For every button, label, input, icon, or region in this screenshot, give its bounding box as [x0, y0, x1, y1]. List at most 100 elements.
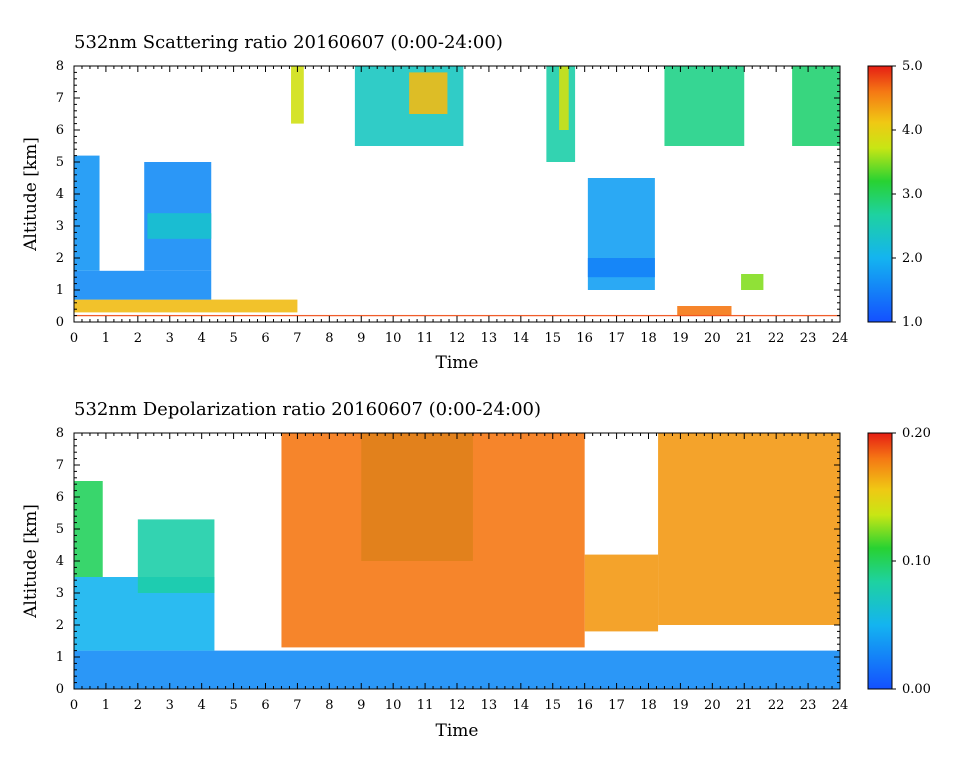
x-tick-label: 3 — [166, 698, 174, 713]
x-tick-label: 21 — [736, 698, 753, 713]
x-axis-label: Time — [436, 353, 479, 373]
x-axis-label: Time — [436, 721, 479, 741]
colorbar-tick-label: 5.0 — [902, 59, 923, 74]
y-tick-label: 5 — [56, 522, 64, 537]
heatmap-layer — [74, 66, 840, 317]
heatmap-cell — [658, 433, 840, 625]
x-tick-label: 23 — [800, 331, 817, 346]
x-tick-label: 22 — [768, 331, 785, 346]
y-tick-label: 8 — [56, 426, 64, 441]
heatmap-cell — [664, 66, 745, 146]
x-tick-label: 14 — [513, 331, 530, 346]
x-tick-label: 2 — [134, 331, 142, 346]
heatmap-cell — [147, 213, 212, 239]
x-tick-label: 14 — [513, 698, 530, 713]
x-tick-label: 9 — [357, 331, 365, 346]
heatmap-cell — [792, 66, 840, 146]
y-tick-label: 2 — [56, 618, 64, 633]
y-tick-label: 0 — [56, 682, 64, 697]
x-tick-label: 22 — [768, 698, 785, 713]
x-tick-label: 1 — [102, 698, 110, 713]
x-tick-label: 5 — [229, 331, 237, 346]
y-tick-label: 2 — [56, 251, 64, 266]
y-tick-label: 0 — [56, 315, 64, 330]
colorbar-tick-label: 3.0 — [902, 187, 923, 202]
y-axis-label: Altitude [km] — [21, 504, 41, 619]
heatmap-cell — [74, 270, 212, 300]
x-tick-label: 13 — [481, 331, 498, 346]
x-tick-label: 15 — [544, 698, 561, 713]
colorbar-tick-label: 0.00 — [902, 682, 931, 697]
x-tick-label: 17 — [608, 331, 625, 346]
x-tick-label: 18 — [640, 698, 657, 713]
x-tick-label: 20 — [704, 331, 721, 346]
y-tick-label: 3 — [56, 219, 64, 234]
x-tick-label: 11 — [417, 698, 434, 713]
x-tick-label: 1 — [102, 331, 110, 346]
x-tick-label: 10 — [385, 698, 402, 713]
x-tick-label: 19 — [672, 698, 689, 713]
heatmap-cell — [74, 155, 100, 271]
scattering-ratio-panel: 532nm Scattering ratio 20160607 (0:00-24… — [21, 32, 923, 373]
x-tick-label: 18 — [640, 331, 657, 346]
colorbar-tick-label: 0.10 — [902, 554, 931, 569]
x-tick-label: 12 — [449, 698, 466, 713]
heatmap-cell — [137, 519, 215, 593]
heatmap-cell — [74, 650, 840, 689]
x-tick-label: 10 — [385, 331, 402, 346]
heatmap-cell — [587, 258, 655, 278]
heatmap-cell — [409, 72, 448, 114]
x-tick-label: 5 — [229, 698, 237, 713]
y-tick-label: 5 — [56, 155, 64, 170]
x-tick-label: 3 — [166, 331, 174, 346]
y-tick-label: 6 — [56, 123, 64, 138]
chart-title: 532nm Scattering ratio 20160607 (0:00-24… — [74, 32, 503, 53]
chart-title: 532nm Depolarization ratio 20160607 (0:0… — [74, 399, 541, 420]
x-tick-label: 8 — [325, 331, 333, 346]
x-tick-label: 13 — [481, 698, 498, 713]
x-tick-label: 2 — [134, 698, 142, 713]
x-tick-label: 16 — [576, 331, 593, 346]
heatmap-cell — [74, 314, 840, 317]
x-tick-label: 23 — [800, 698, 817, 713]
x-tick-label: 21 — [736, 331, 753, 346]
x-tick-label: 24 — [832, 698, 849, 713]
x-tick-label: 11 — [417, 331, 434, 346]
x-tick-label: 6 — [261, 331, 269, 346]
y-tick-label: 4 — [56, 554, 64, 569]
x-tick-label: 15 — [544, 331, 561, 346]
x-tick-label: 19 — [672, 331, 689, 346]
x-tick-label: 24 — [832, 331, 849, 346]
x-tick-label: 17 — [608, 698, 625, 713]
depolarization-ratio-panel: 532nm Depolarization ratio 20160607 (0:0… — [21, 399, 931, 741]
heatmap-cell — [291, 66, 304, 124]
x-tick-label: 7 — [293, 331, 301, 346]
x-tick-label: 4 — [198, 698, 206, 713]
heatmap-cell — [281, 433, 585, 648]
x-tick-label: 20 — [704, 698, 721, 713]
y-tick-label: 8 — [56, 59, 64, 74]
x-tick-label: 16 — [576, 698, 593, 713]
y-tick-label: 4 — [56, 187, 64, 202]
x-tick-label: 12 — [449, 331, 466, 346]
colorbar-tick-label: 2.0 — [902, 251, 923, 266]
colorbar — [867, 65, 893, 323]
x-tick-label: 9 — [357, 698, 365, 713]
colorbar-tick-label: 1.0 — [902, 315, 923, 330]
heatmap-cell — [584, 554, 659, 632]
heatmap-cell — [677, 306, 732, 316]
heatmap-cell — [741, 274, 764, 290]
y-tick-label: 6 — [56, 490, 64, 505]
colorbar-tick-label: 4.0 — [902, 123, 923, 138]
x-tick-label: 6 — [261, 698, 269, 713]
x-tick-label: 0 — [70, 698, 78, 713]
y-tick-label: 1 — [56, 283, 64, 298]
y-axis-label: Altitude [km] — [21, 137, 41, 252]
x-tick-label: 4 — [198, 331, 206, 346]
y-tick-label: 1 — [56, 650, 64, 665]
y-tick-label: 7 — [56, 91, 64, 106]
x-tick-label: 8 — [325, 698, 333, 713]
x-tick-label: 0 — [70, 331, 78, 346]
